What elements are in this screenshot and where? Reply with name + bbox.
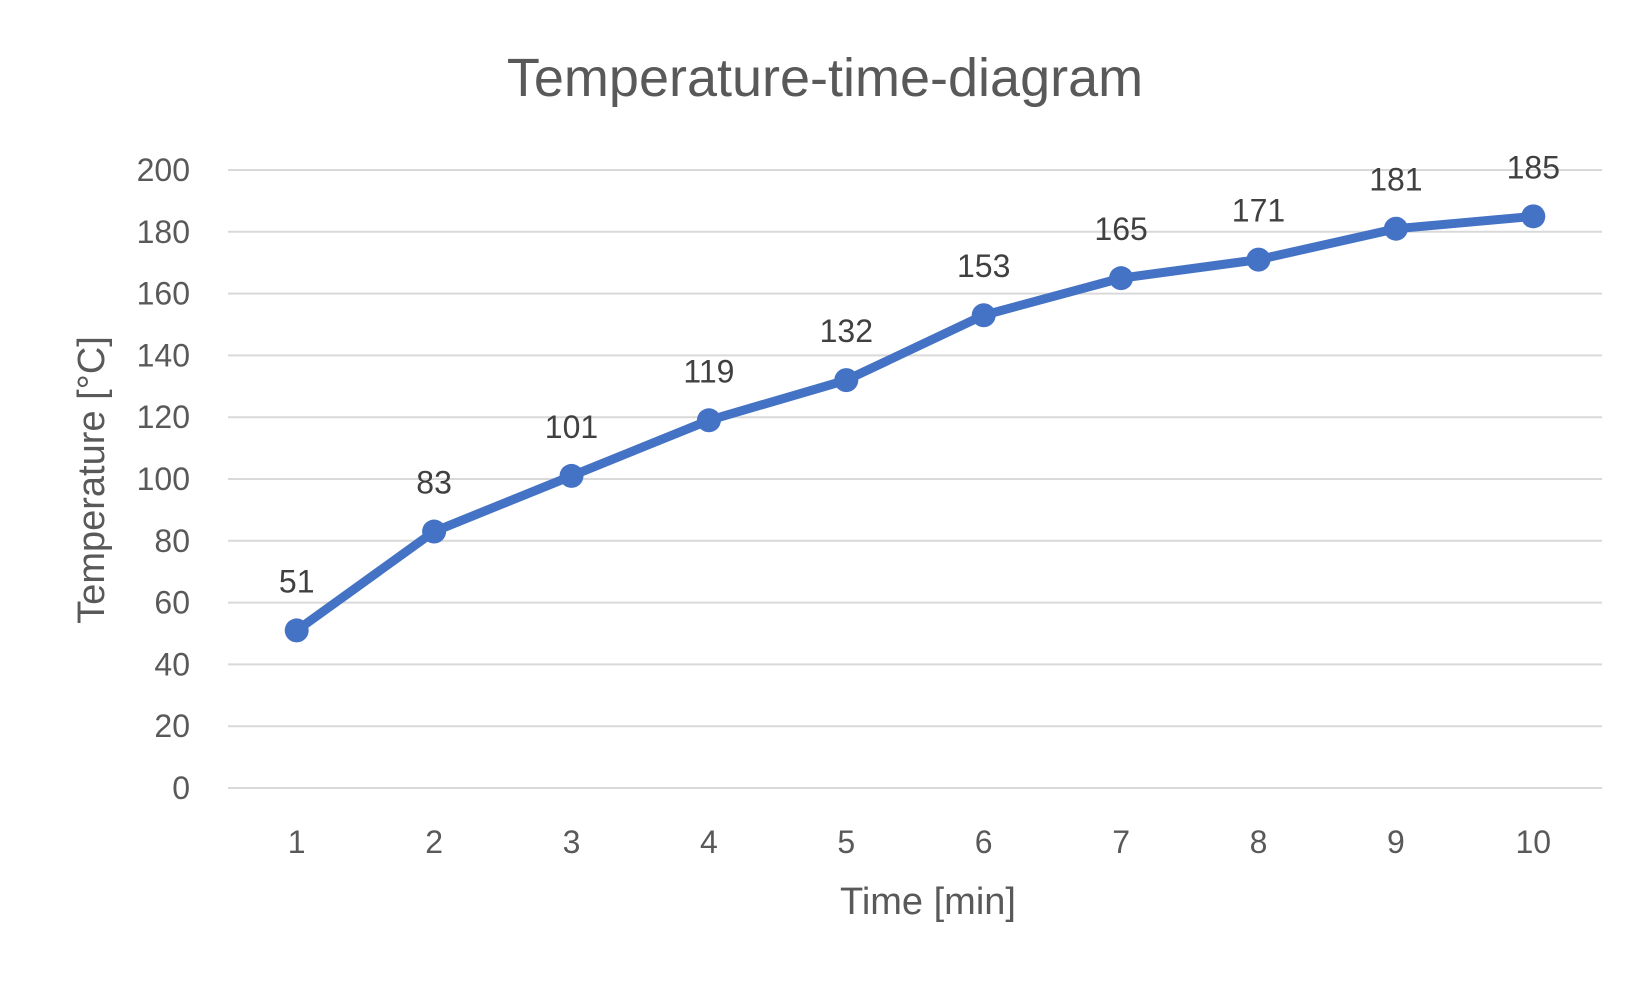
data-point — [1246, 247, 1271, 272]
x-tick-label: 10 — [1516, 824, 1552, 860]
x-tick-label: 9 — [1387, 824, 1405, 860]
x-tick-label: 8 — [1250, 824, 1268, 860]
x-tick-label: 1 — [288, 824, 306, 860]
data-point — [559, 463, 584, 488]
y-tick-label: 120 — [137, 399, 190, 435]
y-tick-label: 80 — [154, 523, 190, 559]
y-tick-label: 40 — [154, 646, 190, 682]
y-tick-label: 0 — [172, 770, 190, 806]
chart-title: Temperature-time-diagram — [507, 48, 1143, 108]
y-axis-ticks: 0 20 40 60 80 100 120 140 160 180 200 — [137, 152, 190, 806]
x-tick-label: 6 — [975, 824, 993, 860]
data-labels: 51 83 101 119 132 153 165 171 181 185 — [279, 149, 1560, 599]
data-label: 185 — [1507, 149, 1560, 185]
data-label: 119 — [683, 353, 734, 389]
data-point — [284, 618, 309, 643]
y-tick-label: 140 — [137, 337, 190, 373]
data-label: 101 — [545, 409, 598, 445]
data-label: 132 — [820, 313, 873, 349]
data-point — [696, 408, 721, 433]
x-axis-title: Time [min] — [840, 881, 1016, 923]
y-tick-label: 20 — [154, 708, 190, 744]
data-label: 153 — [957, 248, 1010, 284]
series — [284, 204, 1546, 643]
data-label: 83 — [416, 465, 452, 501]
x-tick-label: 4 — [700, 824, 718, 860]
data-label: 51 — [279, 563, 315, 599]
data-point — [1383, 216, 1408, 241]
x-tick-label: 2 — [425, 824, 443, 860]
data-point — [1521, 204, 1546, 229]
x-tick-label: 3 — [563, 824, 581, 860]
data-label: 165 — [1094, 211, 1147, 247]
y-tick-label: 60 — [154, 585, 190, 621]
data-point — [422, 519, 447, 544]
y-tick-label: 180 — [137, 214, 190, 250]
data-point — [1109, 266, 1134, 291]
series-line — [292, 211, 1538, 635]
x-axis-ticks: 1 2 3 4 5 6 7 8 9 10 — [288, 824, 1551, 860]
data-point — [834, 368, 859, 393]
data-label: 181 — [1369, 162, 1422, 198]
y-axis-title: Temperature [°C] — [71, 336, 113, 624]
y-tick-label: 160 — [137, 276, 190, 312]
x-tick-label: 7 — [1112, 824, 1130, 860]
y-tick-label: 100 — [137, 461, 190, 497]
data-label: 171 — [1232, 193, 1285, 229]
x-tick-label: 5 — [837, 824, 855, 860]
data-point — [971, 303, 996, 328]
y-tick-label: 200 — [137, 152, 190, 188]
